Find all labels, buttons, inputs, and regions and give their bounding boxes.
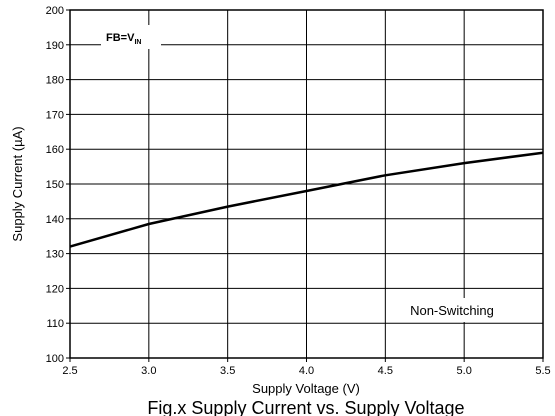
series-line-0 <box>69 151 544 248</box>
x-tick-label: 3.5 <box>220 365 235 377</box>
x-tick-labels: 2.5 3.0 3.5 4.0 4.5 5.0 5.5 <box>62 365 550 377</box>
mode-annotation-box <box>386 298 518 322</box>
x-tick-label: 2.5 <box>62 365 77 377</box>
series-lines <box>69 151 544 248</box>
y-tick-label: 180 <box>46 75 64 87</box>
y-tick-label: 150 <box>46 179 64 191</box>
condition-annotation-box <box>101 25 161 49</box>
y-tick-labels: 100 110 120 130 140 150 160 170 180 190 200 <box>46 5 64 365</box>
y-axis-label: Supply Current (µA) <box>10 126 25 241</box>
y-tick-label: 120 <box>46 283 64 295</box>
condition-annotation: FB=VIN <box>106 32 141 46</box>
x-tick-label: 5.5 <box>535 365 550 377</box>
y-tick-label: 200 <box>46 5 64 17</box>
y-tick-label: 130 <box>46 249 64 261</box>
y-tick-label: 190 <box>46 40 64 52</box>
y-tick-label: 100 <box>46 353 64 365</box>
chart-caption: Fig.x Supply Current vs. Supply Voltage <box>147 398 464 416</box>
x-tick-label: 4.5 <box>378 365 393 377</box>
x-axis-label: Supply Voltage (V) <box>252 381 360 396</box>
y-tick-label: 160 <box>46 144 64 156</box>
condition-annotation-subscript: IN <box>134 39 141 46</box>
mode-annotation: Non-Switching <box>410 303 494 318</box>
x-tick-label: 3.0 <box>141 365 156 377</box>
y-tick-label: 170 <box>46 109 64 121</box>
x-tick-label: 4.0 <box>299 365 314 377</box>
plot-frame <box>69 9 544 359</box>
x-tick-label: 5.0 <box>457 365 472 377</box>
y-tick-label: 140 <box>46 214 64 226</box>
y-tick-label: 110 <box>46 318 64 330</box>
